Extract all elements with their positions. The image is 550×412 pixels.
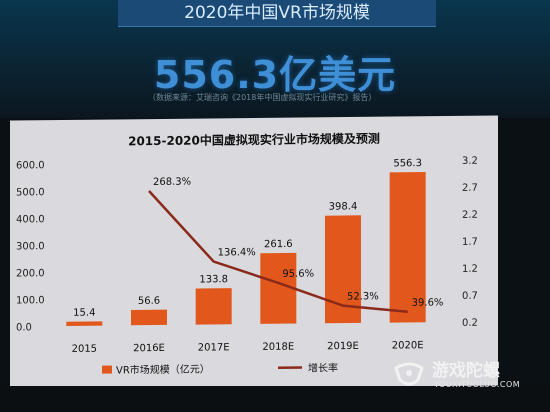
slide-banner-title: 2020年中国VR市场规模 bbox=[118, 0, 436, 27]
growth-rate-line bbox=[148, 190, 408, 314]
bar bbox=[260, 252, 297, 324]
chart-title: 2015-2020中国虚拟现实行业市场规模及预测 bbox=[128, 131, 380, 149]
x-tick-label: 2016E bbox=[133, 343, 165, 354]
x-tick-label: 2017E bbox=[198, 342, 230, 353]
watermark-url: YOUXITUOLUO.COM bbox=[434, 380, 521, 389]
bar-value-label: 133.8 bbox=[199, 274, 228, 285]
x-tick-label: 2019E bbox=[327, 341, 359, 352]
y-right-tick-label: 0.2 bbox=[462, 318, 478, 329]
bar-value-label: 556.3 bbox=[393, 158, 422, 169]
legend-line-label: 增长率 bbox=[308, 361, 338, 374]
chart-panel: 2015-2020中国虚拟现实行业市场规模及预测 0.0 100.0 200.0 300… bbox=[10, 115, 498, 391]
y-left-tick-label: 500.0 bbox=[16, 187, 45, 198]
growth-rate-label: 268.3% bbox=[153, 177, 191, 188]
y-left-tick-label: 100.0 bbox=[16, 295, 45, 306]
watermark-name: 游戏陀螺 bbox=[432, 361, 500, 381]
bar bbox=[66, 321, 103, 326]
bottom-shadow bbox=[0, 386, 550, 412]
growth-rate-label: 39.6% bbox=[412, 297, 444, 308]
growth-rate-label: 136.4% bbox=[218, 247, 256, 258]
source-note: （数据来源：艾瑞咨询《2018年中国虚拟现实行业研究》报告） bbox=[148, 93, 377, 102]
bar-value-label: 398.4 bbox=[329, 201, 358, 212]
bar bbox=[325, 215, 361, 324]
bar bbox=[195, 288, 232, 325]
bar bbox=[389, 172, 426, 323]
headline-value: 556.3亿美元 bbox=[153, 53, 397, 97]
legend-bar-label: VR市场规模（亿元） bbox=[116, 362, 210, 376]
x-tick-label: 2020E bbox=[392, 340, 424, 351]
y-right-tick-label: 1.7 bbox=[462, 237, 478, 248]
gyroscope-logo-icon bbox=[394, 362, 424, 386]
legend-bar-swatch bbox=[102, 365, 112, 374]
x-tick-label: 2015 bbox=[72, 344, 97, 355]
y-left-tick-label: 200.0 bbox=[16, 268, 45, 279]
growth-rate-label: 52.3% bbox=[347, 291, 379, 302]
bar bbox=[131, 309, 167, 326]
growth-rate-label: 95.6% bbox=[282, 269, 314, 280]
y-right-tick-label: 1.2 bbox=[462, 264, 478, 275]
y-right-tick-label: 2.7 bbox=[462, 183, 478, 194]
x-tick-label: 2018E bbox=[262, 342, 294, 353]
bar-value-label: 15.4 bbox=[73, 308, 95, 319]
bar-value-label: 56.6 bbox=[138, 296, 160, 307]
y-right-tick-label: 0.7 bbox=[462, 291, 478, 302]
y-left-tick-label: 400.0 bbox=[16, 214, 45, 225]
y-left-tick-label: 0.0 bbox=[16, 322, 32, 333]
market-size-chart: 2015-2020中国虚拟现实行业市场规模及预测 0.0 100.0 200.0 300… bbox=[16, 131, 478, 377]
y-right-tick-label: 3.2 bbox=[462, 156, 478, 167]
bar-value-label: 261.6 bbox=[264, 239, 293, 250]
watermark: 游戏陀螺 YOUXITUOLUO.COM bbox=[388, 352, 538, 400]
y-left-tick-label: 300.0 bbox=[16, 241, 45, 252]
y-right-tick-label: 2.2 bbox=[462, 210, 478, 221]
y-left-tick-label: 600.0 bbox=[16, 160, 45, 171]
